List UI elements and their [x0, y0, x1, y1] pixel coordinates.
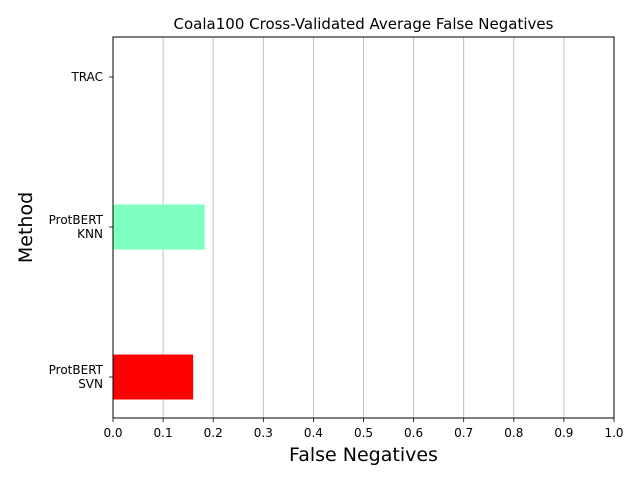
x-tick-label: 0.9 — [554, 426, 573, 440]
bar — [113, 204, 205, 250]
y-tick-label: ProtBERT — [49, 363, 104, 377]
bar — [113, 354, 194, 400]
y-tick-label: KNN — [77, 227, 103, 241]
x-tick-label: 0.1 — [154, 426, 173, 440]
bars — [113, 204, 205, 400]
y-tick-label: TRAC — [70, 70, 103, 84]
x-tick-label: 0.5 — [354, 426, 373, 440]
x-tick-label: 0.6 — [404, 426, 423, 440]
chart-title: Coala100 Cross-Validated Average False N… — [174, 15, 554, 33]
y-tick-label: SVN — [78, 377, 103, 391]
x-tick-label: 0.2 — [204, 426, 223, 440]
x-tick-label: 0.4 — [304, 426, 323, 440]
x-tick-label: 0.8 — [504, 426, 523, 440]
x-axis-ticks: 0.0 0.1 0.2 0.3 0.4 0.5 0.6 0.7 0.8 0.9 1.0 — [103, 418, 624, 440]
gridlines — [162, 37, 565, 418]
y-tick-label: ProtBERT — [49, 213, 104, 227]
x-tick-label: 0.3 — [254, 426, 273, 440]
x-tick-label: 1.0 — [604, 426, 623, 440]
x-tick-label: 0.7 — [454, 426, 473, 440]
x-tick-label: 0.0 — [103, 426, 122, 440]
x-axis-label: False Negatives — [289, 444, 438, 466]
y-axis-label: Method — [15, 192, 37, 263]
